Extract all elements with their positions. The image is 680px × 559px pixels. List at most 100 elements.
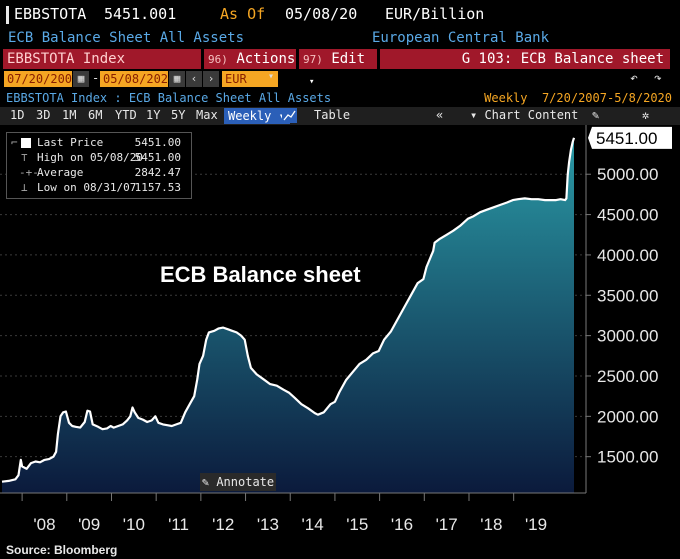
settings-gear-icon[interactable]: ✲ bbox=[642, 108, 650, 122]
as-of-date: 05/08/20 bbox=[285, 5, 358, 23]
y-tick-label: 4000.00 bbox=[597, 246, 658, 265]
end-date-input[interactable]: 05/08/2020 bbox=[100, 71, 175, 87]
legend-low-label: Low on 08/31/07 bbox=[37, 181, 137, 194]
edit-label: Edit bbox=[331, 51, 366, 67]
range-3d-button[interactable]: 3D bbox=[36, 108, 51, 122]
legend-last-price-label: Last Price bbox=[37, 136, 104, 149]
range-ytd-button[interactable]: YTD bbox=[115, 108, 137, 122]
security-description: ECB Balance Sheet All Assets bbox=[8, 30, 245, 46]
y-tick-label: 5000.00 bbox=[597, 165, 658, 184]
index-field[interactable]: EBBSTOTA Index bbox=[3, 49, 201, 69]
x-tick-label: '12 bbox=[212, 515, 234, 534]
undo-icon[interactable]: ↶ bbox=[630, 71, 638, 86]
annotate-label: Annotate bbox=[216, 475, 275, 489]
edit-number: 97) bbox=[303, 53, 323, 66]
prev-arrow-icon[interactable]: ‹ bbox=[186, 71, 202, 87]
range-6m-button[interactable]: 6M bbox=[88, 108, 103, 122]
legend-box[interactable]: ⌐ Last Price 5451.00 ⊤ High on 05/08/20 … bbox=[6, 132, 192, 199]
security-description-row: ECB Balance Sheet All Assets European Ce… bbox=[0, 29, 680, 47]
source-name: European Central Bank bbox=[372, 30, 550, 46]
y-tick-label: 4500.00 bbox=[597, 206, 658, 225]
x-tick-label: '08 bbox=[33, 515, 55, 534]
line-chart-glyph-icon bbox=[283, 110, 296, 121]
chart-content-label: Chart Content bbox=[484, 108, 579, 122]
chart-group-label: G 103: ECB Balance sheet bbox=[461, 51, 664, 67]
edit-caret-icon: ▾ bbox=[309, 77, 315, 87]
security-header: EBBSTOTA 5451.001 As Of 05/08/20 EUR/Bil… bbox=[0, 0, 680, 28]
x-tick-label: '19 bbox=[525, 515, 547, 534]
x-tick-label: '09 bbox=[78, 515, 100, 534]
line-chart-icon[interactable] bbox=[282, 108, 297, 123]
actions-label: Actions bbox=[236, 51, 296, 67]
as-of-label: As Of bbox=[220, 5, 266, 23]
chart-title: ECB Balance sheet bbox=[160, 262, 361, 287]
x-tick-label: '17 bbox=[436, 515, 458, 534]
last-value-label: 5451.00 bbox=[596, 129, 657, 148]
series-area bbox=[2, 137, 574, 494]
table-button[interactable]: Table bbox=[314, 108, 351, 122]
frequency-select[interactable]: Weekly ▾ bbox=[224, 108, 290, 124]
annotate-pencil-icon: ✎ bbox=[201, 475, 210, 489]
average-marker-icon: -+- bbox=[19, 166, 39, 179]
actions-menu[interactable]: 96) Actions ▾ bbox=[204, 49, 296, 87]
x-tick-label: '18 bbox=[480, 515, 502, 534]
low-marker-icon: ⊥ bbox=[21, 181, 28, 194]
range-5y-button[interactable]: 5Y bbox=[171, 108, 186, 122]
legend-last-price-row: ⌐ Last Price 5451.00 bbox=[11, 136, 187, 150]
chart-group-title[interactable]: G 103: ECB Balance sheet bbox=[380, 49, 670, 69]
end-calendar-icon[interactable]: ▦ bbox=[169, 71, 185, 87]
x-tick-label: '10 bbox=[123, 515, 145, 534]
annotate-button[interactable]: ✎ Annotate bbox=[200, 473, 276, 491]
last-value-box bbox=[588, 126, 672, 149]
x-tick-label: '13 bbox=[257, 515, 279, 534]
x-tick-label: '14 bbox=[302, 515, 324, 534]
legend-average-label: Average bbox=[37, 166, 84, 179]
x-tick-label: '16 bbox=[391, 515, 413, 534]
chart-content-button[interactable]: ▾ Chart Content bbox=[470, 108, 579, 122]
period-range: Weekly 7/20/2007-5/8/2020 bbox=[484, 91, 672, 105]
range-1y-button[interactable]: 1Y bbox=[146, 108, 161, 122]
collapse-left-icon[interactable]: « bbox=[436, 108, 444, 122]
redo-icon[interactable]: ↷ bbox=[654, 71, 662, 86]
legend-high-row: ⊤ High on 05/08/20 5451.00 bbox=[11, 151, 187, 165]
unit-label: EUR/Billion bbox=[385, 5, 485, 23]
y-tick-label: 3500.00 bbox=[597, 286, 658, 305]
last-price: 5451.001 bbox=[104, 5, 177, 23]
next-arrow-icon[interactable]: › bbox=[203, 71, 219, 87]
legend-high-label: High on 05/08/20 bbox=[37, 151, 143, 164]
x-tick-label: '11 bbox=[168, 515, 189, 534]
ticker-symbol[interactable]: EBBSTOTA bbox=[14, 5, 87, 23]
y-tick-label: 3000.00 bbox=[597, 327, 658, 346]
y-tick-label: 2000.00 bbox=[597, 407, 658, 426]
date-controls: 07/20/2007 ▦ - 05/08/2020 ▦ ‹ › EUR ▾ ↶ … bbox=[0, 71, 680, 89]
chart-subtitle: EBBSTOTA Index : ECB Balance Sheet All A… bbox=[6, 91, 332, 105]
series-line bbox=[1, 137, 576, 483]
y-tick-layer: 1500.00 2000.00 2500.00 3000.00 3500.00 4000.… bbox=[586, 165, 658, 467]
x-tick-layer: '08 '09 '10 '11 '12 '13 '14 '15 '16 '17 '18 '19 bbox=[21, 493, 547, 534]
command-bar: EBBSTOTA Index 96) Actions ▾ 97) Edit ▾ … bbox=[0, 49, 680, 87]
legend-average-value: 2842.47 bbox=[134, 166, 181, 179]
chart-subtitle-row: EBBSTOTA Index : ECB Balance Sheet All A… bbox=[0, 91, 680, 107]
high-marker-icon: ⊤ bbox=[21, 151, 28, 164]
legend-swatch bbox=[21, 138, 31, 148]
range-1d-button[interactable]: 1D bbox=[10, 108, 25, 122]
currency-caret-icon: ▾ bbox=[268, 71, 275, 82]
source-footer: Source: Bloomberg bbox=[6, 543, 118, 557]
header-marker bbox=[6, 6, 9, 24]
start-calendar-icon[interactable]: ▦ bbox=[73, 71, 89, 87]
edit-menu[interactable]: 97) Edit ▾ bbox=[299, 49, 377, 87]
x-tick-label: '15 bbox=[346, 515, 368, 534]
date-range-label: 7/20/2007-5/8/2020 bbox=[541, 91, 672, 105]
range-max-button[interactable]: Max bbox=[196, 108, 218, 122]
frequency-label: Weekly bbox=[228, 109, 272, 123]
chart-toolbar: 1D 3D 1M 6M YTD 1Y 5Y Max Weekly ▾ Table… bbox=[0, 107, 680, 125]
currency-select[interactable]: EUR bbox=[222, 71, 278, 87]
y-tick-label: 1500.00 bbox=[597, 448, 658, 467]
legend-low-value: 1157.53 bbox=[134, 181, 181, 194]
range-1m-button[interactable]: 1M bbox=[62, 108, 77, 122]
y-tick-label: 2500.00 bbox=[597, 367, 658, 386]
start-date-input[interactable]: 07/20/2007 bbox=[4, 71, 79, 87]
legend-last-price-value: 5451.00 bbox=[134, 136, 181, 149]
edit-chart-icon[interactable]: ✎ bbox=[592, 108, 600, 122]
date-range-dash: - bbox=[92, 71, 100, 85]
